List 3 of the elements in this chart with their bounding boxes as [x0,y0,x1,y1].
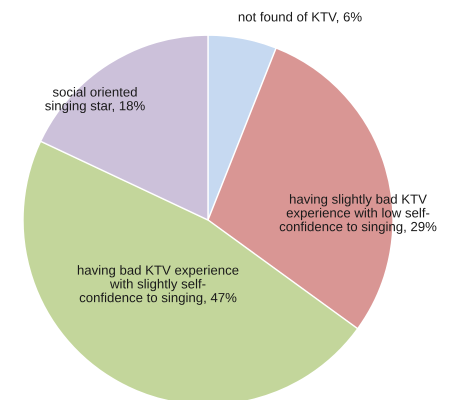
slice-label: not found of KTV, 6% [238,12,362,24]
slice-label: having bad KTV experience with slightly self-confidence to singing, 47% [78,265,238,305]
slice-label: social oriented singing star, 18% [45,86,145,114]
